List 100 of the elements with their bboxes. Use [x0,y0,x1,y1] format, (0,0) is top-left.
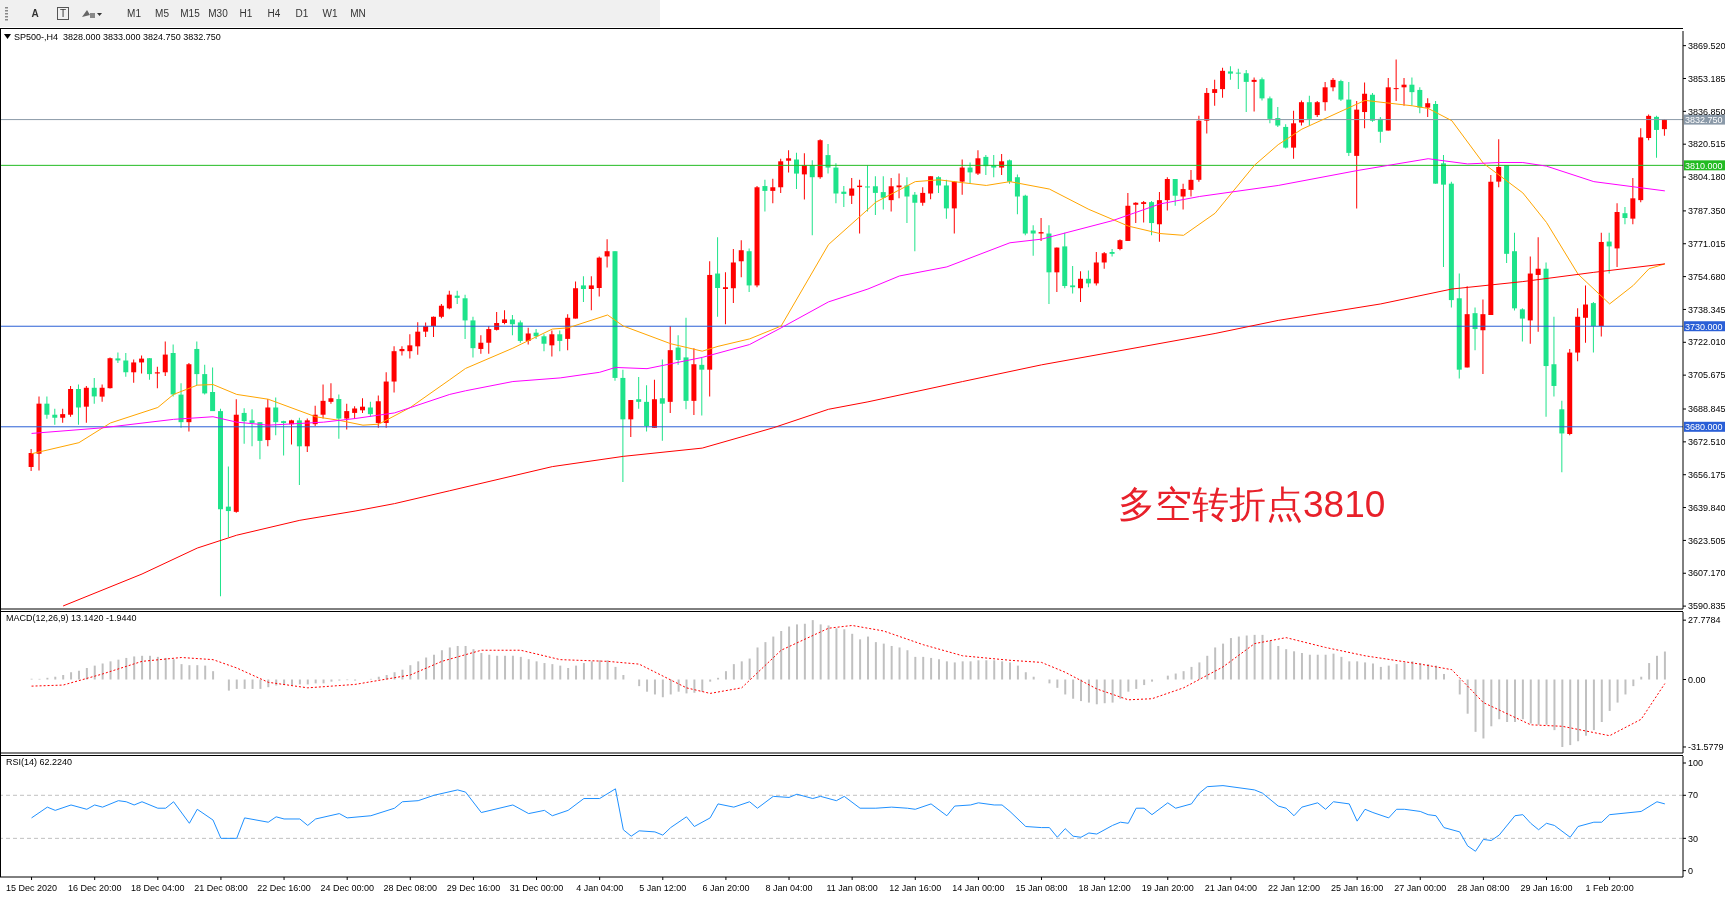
y-tick-label: 3656.175 [1688,469,1725,480]
y-tick-label: 3787.350 [1688,206,1725,217]
line-series [31,624,1666,737]
bar [1648,663,1651,680]
x-tick-label: 4 Jan 04:00 [576,883,624,893]
bar [1332,653,1335,680]
bar [1474,679,1477,732]
y-tick-label: 3705.675 [1688,370,1725,381]
candlestick [1235,68,1241,90]
bar [1056,679,1059,688]
bar [622,675,625,680]
y-tick-label: -31.5779 [1688,742,1724,753]
bar [575,665,578,680]
bar [1016,665,1019,680]
bar [693,679,696,693]
x-tick-label: 31 Dec 00:00 [509,883,564,893]
bar [795,624,798,680]
candlestick [659,359,665,441]
bar [677,679,680,692]
bar [961,661,964,680]
y-tick-label: 3607.170 [1688,568,1725,579]
bar [1277,645,1280,680]
bar [866,636,869,680]
bar [614,666,617,680]
line-series [31,785,1666,852]
bar [1245,635,1248,680]
bar [1300,653,1303,680]
y-tick-label: 0.00 [1688,674,1706,685]
x-tick-label: 15 Dec 2020 [6,883,58,893]
bar [259,679,262,689]
bar [953,662,956,680]
bar [1529,679,1532,724]
bar [835,628,838,680]
bar [1600,679,1603,723]
candlestick [722,272,728,325]
candlestick [841,186,847,207]
x-tick-label: 18 Dec 04:00 [131,883,185,893]
bar [1379,666,1382,680]
y-tick-label: 0 [1688,865,1694,876]
text: H1 [238,8,254,19]
bar [417,661,420,680]
bar [1087,679,1090,703]
bar [543,663,546,680]
bar [977,660,980,680]
bar [1427,664,1430,680]
bar [859,639,862,680]
bar [969,661,972,680]
bar [377,676,380,680]
bar [882,643,885,680]
bar [1316,654,1319,680]
bar [661,679,664,698]
text: M30 [207,8,229,19]
annotation: 多空转折点3810 [1118,483,1386,527]
bar [1371,663,1374,680]
bar [598,660,601,680]
bar [1064,679,1067,695]
x-tick-label: 16 Dec 20:00 [67,883,122,893]
bar [504,655,507,680]
x-tick-label: 28 Jan 08:00 [1457,883,1510,893]
bar [606,660,609,680]
bar [1506,679,1509,723]
bar [1395,664,1398,680]
bar [1592,679,1595,731]
bar [1214,647,1217,680]
bar [148,655,151,680]
bar [1364,662,1367,680]
bar [243,679,246,689]
y-tick-label: 27.7784 [1688,615,1721,626]
bar [535,661,538,680]
bar [985,660,988,680]
bar [109,661,112,680]
bar [141,655,144,680]
y-tick-label: 3771.015 [1688,238,1725,249]
bar [1498,679,1501,720]
chart-title: SP500-,H4 3828.000 3833.000 3824.750 3832.750 [14,32,221,42]
bar [811,620,814,680]
bar [77,670,80,680]
x-tick-label: 1 Feb 20:00 [1585,883,1634,893]
bar [724,671,727,680]
bar [1143,679,1146,686]
bar [85,667,88,680]
x-tick-label: 6 Jan 20:00 [702,883,750,893]
bar [1190,666,1193,680]
x-tick-label: 8 Jan 04:00 [765,883,813,893]
text: D1 [294,8,310,19]
candlestick [225,466,231,537]
bar [993,660,996,680]
bar [101,663,104,680]
bar [827,625,830,680]
text: M5 [154,8,170,19]
bar [945,661,948,680]
bar [669,679,672,695]
bar [890,645,893,680]
chart-title: MACD(12,26,9) 13.1420 -1.9440 [6,613,137,623]
bar [1466,679,1469,714]
bar [1640,676,1643,680]
bar [1656,655,1659,680]
text: MN [349,8,367,19]
ref-line-label: 3832.750 [1685,115,1723,126]
bar [1419,663,1422,680]
